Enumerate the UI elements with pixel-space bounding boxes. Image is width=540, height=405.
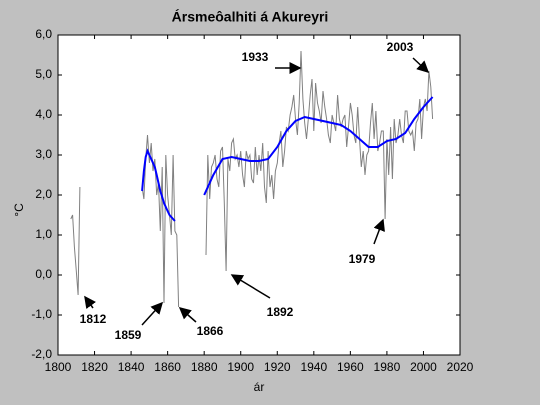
annotation: 1812 — [80, 312, 107, 326]
y-tick-label: -2,0 — [31, 347, 52, 361]
annotation-arrow — [412, 57, 430, 74]
x-axis-label: ár — [254, 380, 265, 394]
y-tick-label: 1,0 — [35, 227, 52, 241]
annotation: 1979 — [349, 252, 376, 266]
annotation-arrow — [84, 295, 97, 310]
x-tick-label: 1940 — [300, 360, 327, 374]
x-tick-label: 2000 — [410, 360, 437, 374]
annotation: 1933 — [242, 50, 269, 64]
x-tick-label: 1980 — [374, 360, 401, 374]
annotation: 1859 — [115, 328, 142, 342]
series-line — [70, 50, 434, 308]
x-tick-label: 1800 — [45, 360, 72, 374]
y-tick-label: 6,0 — [35, 27, 52, 41]
x-tick-label: 1960 — [337, 360, 364, 374]
series-line — [141, 96, 434, 222]
x-tick-label: 1840 — [118, 360, 145, 374]
annotation-arrow — [141, 301, 164, 326]
y-tick-label: 3,0 — [35, 147, 52, 161]
y-tick-label: 4,0 — [35, 107, 52, 121]
x-tick-label: 1860 — [154, 360, 181, 374]
annotation: 1866 — [197, 324, 224, 338]
x-tick-label: 1920 — [264, 360, 291, 374]
y-tick-label: -1,0 — [31, 307, 52, 321]
x-tick-label: 2020 — [447, 360, 474, 374]
annotation-arrow — [373, 218, 385, 245]
x-tick-label: 1900 — [227, 360, 254, 374]
plot-area — [57, 34, 461, 356]
x-tick-label: 1880 — [191, 360, 218, 374]
y-tick-label: 5,0 — [35, 67, 52, 81]
annotation: 1892 — [267, 305, 294, 319]
annotation-arrow — [230, 274, 271, 299]
y-tick-label: 2,0 — [35, 187, 52, 201]
chart-title: Ársmeôalhiti á Akureyri — [172, 9, 329, 25]
y-axis-label: °C — [12, 203, 26, 217]
annotation-arrow — [178, 307, 197, 323]
x-tick-label: 1820 — [81, 360, 108, 374]
annotation: 2003 — [387, 40, 414, 54]
y-tick-label: 0,0 — [35, 267, 52, 281]
